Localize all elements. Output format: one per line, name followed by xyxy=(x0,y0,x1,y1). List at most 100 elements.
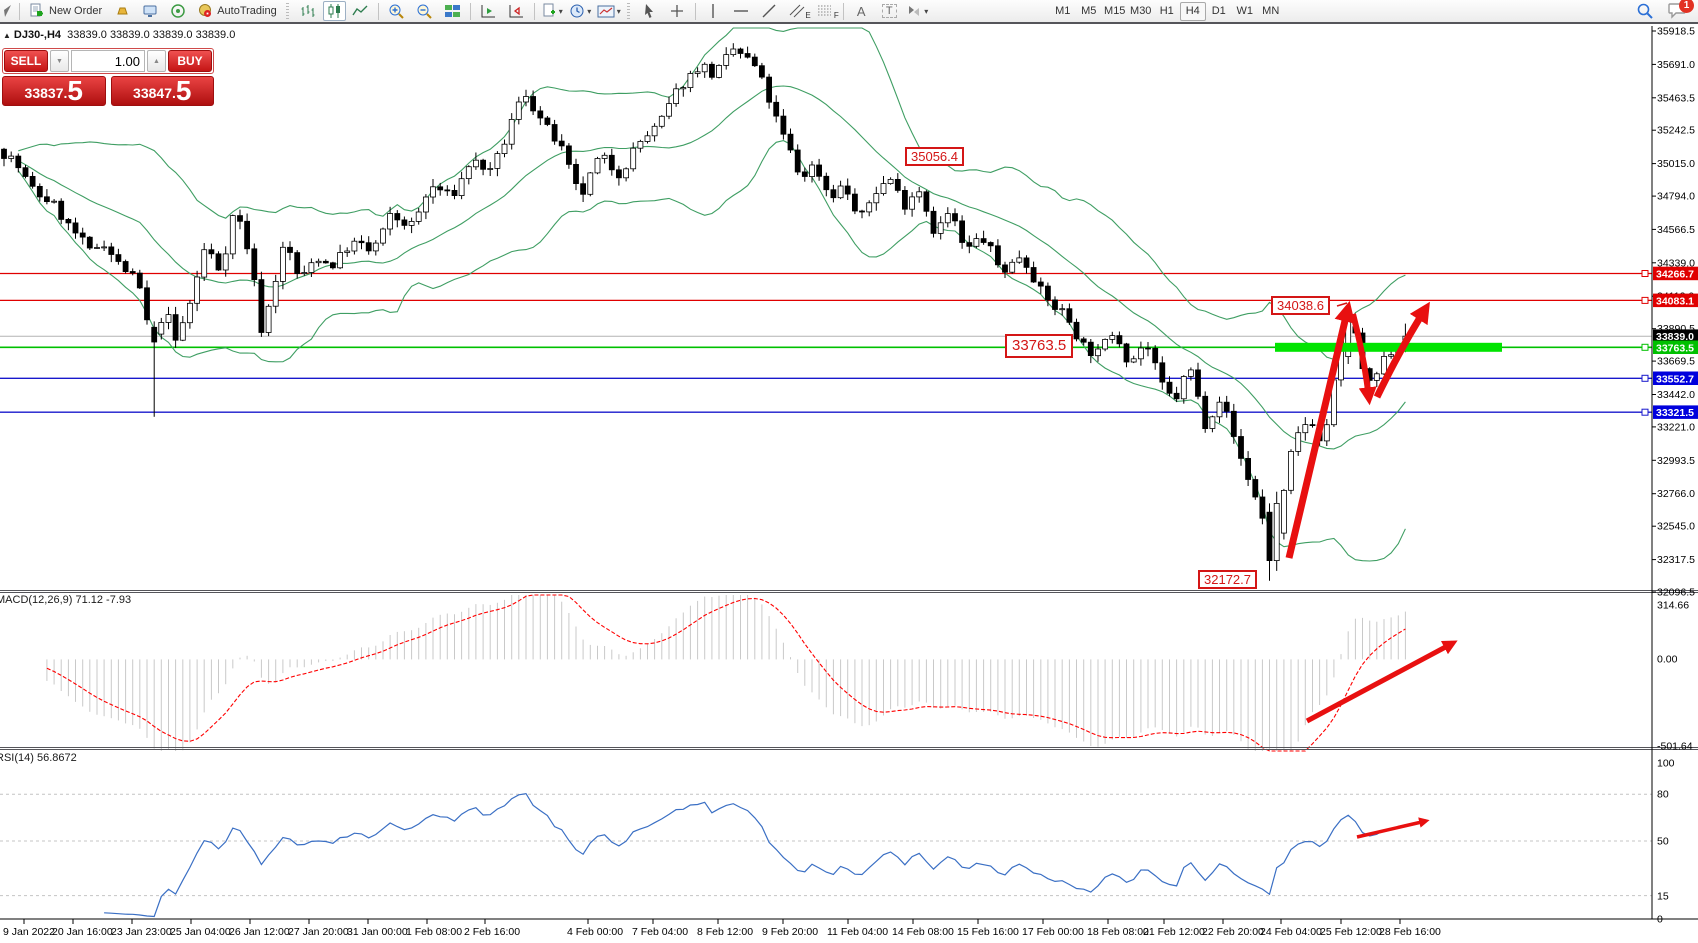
timeframe-h1[interactable]: H1 xyxy=(1159,5,1174,17)
cropped-toolbar-icon[interactable] xyxy=(1,1,15,21)
timeframe-toolbar: M1 M5 M15 M30 H1 H4 D1 W1 MN xyxy=(1050,1,1284,21)
text-tool-button[interactable]: A xyxy=(848,1,875,21)
zoom-out-button[interactable] xyxy=(411,1,438,21)
gold-icon xyxy=(116,7,128,15)
svg-text:50: 50 xyxy=(1657,836,1669,848)
line-chart-button[interactable] xyxy=(347,1,374,21)
candlestick-chart-button[interactable] xyxy=(322,1,346,21)
dropdown-caret-icon: ▾ xyxy=(587,6,592,16)
new-order-icon xyxy=(30,3,43,17)
svg-text:11 Feb 04:00: 11 Feb 04:00 xyxy=(827,926,888,938)
svg-text:25 Jan 04:00: 25 Jan 04:00 xyxy=(170,926,231,938)
svg-text:26 Jan 12:00: 26 Jan 12:00 xyxy=(229,926,290,938)
auto-scroll-button[interactable] xyxy=(503,1,530,21)
sell-price[interactable]: 33837. 5 xyxy=(2,76,106,106)
annotation-crash-low[interactable]: 32172.7 xyxy=(1198,570,1257,589)
sell-button[interactable]: SELL xyxy=(4,50,48,72)
new-chart-button[interactable]: ▾ xyxy=(539,1,566,21)
svg-text:14 Feb 08:00: 14 Feb 08:00 xyxy=(892,926,954,938)
volume-decrease-button[interactable]: ▼ xyxy=(50,50,69,72)
toolbar-right: 1 xyxy=(1631,0,1694,21)
timeframe-d1[interactable]: D1 xyxy=(1211,5,1226,17)
new-chart-icon xyxy=(543,3,555,17)
svg-text:32317.5: 32317.5 xyxy=(1657,554,1695,566)
quote-row: 33837. 5 33847. 5 xyxy=(2,76,214,106)
timeframe-m30[interactable]: M30 xyxy=(1130,5,1152,17)
stepper-up-icon: ▲ xyxy=(153,57,160,65)
channel-tool-button[interactable]: E xyxy=(784,1,811,21)
svg-text:34566.5: 34566.5 xyxy=(1657,224,1695,236)
svg-text:18 Feb 08:00: 18 Feb 08:00 xyxy=(1087,926,1149,938)
timeframe-m1[interactable]: M1 xyxy=(1055,5,1071,17)
vertical-line-icon xyxy=(712,4,714,18)
svg-text:33442.0: 33442.0 xyxy=(1657,389,1695,401)
svg-text:100: 100 xyxy=(1657,758,1675,770)
volume-input[interactable] xyxy=(71,50,145,72)
autotrading-label: AutoTrading xyxy=(217,5,277,17)
period-button[interactable]: ▾ xyxy=(567,1,594,21)
svg-text:8 Feb 12:00: 8 Feb 12:00 xyxy=(697,926,753,938)
dropdown-caret-icon: ▾ xyxy=(616,6,621,16)
bar-chart-button[interactable] xyxy=(295,1,322,21)
svg-text:32766.0: 32766.0 xyxy=(1657,488,1695,500)
timeframe-m5[interactable]: M5 xyxy=(1081,5,1097,17)
signal-icon xyxy=(170,4,185,18)
volume-increase-button[interactable]: ▲ xyxy=(147,50,166,72)
timeframe-w1[interactable]: W1 xyxy=(1236,5,1253,17)
search-button[interactable] xyxy=(1631,1,1658,21)
fibonacci-tool-button[interactable]: F xyxy=(812,1,839,21)
bar-chart-icon xyxy=(301,5,315,17)
annotation-swing-high[interactable]: 35056.4 xyxy=(905,147,964,166)
toolbar-grip[interactable] xyxy=(285,3,291,19)
clock-icon xyxy=(570,4,584,18)
dropdown-caret-icon: ▾ xyxy=(924,6,929,16)
gold-button[interactable] xyxy=(108,1,135,21)
market-watch-button[interactable] xyxy=(136,1,163,21)
cursor-fragment-icon xyxy=(4,5,11,17)
vertical-line-tool-button[interactable] xyxy=(700,1,727,21)
zoom-in-button[interactable] xyxy=(383,1,410,21)
buy-button[interactable]: BUY xyxy=(168,50,212,72)
svg-text:21 Feb 12:00: 21 Feb 12:00 xyxy=(1143,926,1205,938)
notifications-button[interactable]: 1 xyxy=(1668,0,1694,21)
autotrading-button[interactable]: AutoTrading xyxy=(192,1,282,21)
chart-title: ▲ DJ30-,H4 33839.0 33839.0 33839.0 33839.… xyxy=(3,29,235,41)
chart-shift-button[interactable] xyxy=(475,1,502,21)
auto-scroll-icon xyxy=(509,5,523,18)
timeframe-h4[interactable]: H4 xyxy=(1179,1,1206,21)
text-label-tool-button[interactable]: T xyxy=(876,1,903,21)
timeframe-mn[interactable]: MN xyxy=(1262,5,1280,17)
buy-price[interactable]: 33847. 5 xyxy=(110,76,214,106)
svg-text:32545.0: 32545.0 xyxy=(1657,521,1695,533)
svg-text:35918.5: 35918.5 xyxy=(1657,26,1695,38)
svg-text:4 Feb 00:00: 4 Feb 00:00 xyxy=(567,926,623,938)
toolbar-separator xyxy=(19,2,20,20)
trendline-tool-button[interactable] xyxy=(756,1,783,21)
timeframe-m15[interactable]: M15 xyxy=(1104,5,1126,17)
ohlc-readout: 33839.0 33839.0 33839.0 33839.0 xyxy=(67,29,236,41)
crosshair-tool-button[interactable] xyxy=(664,1,691,21)
chart-shift-icon xyxy=(481,5,495,18)
arrows-tool-button[interactable]: ▾ xyxy=(904,1,931,21)
new-order-button[interactable]: New Order xyxy=(24,1,107,21)
template-button[interactable]: ▾ xyxy=(595,1,623,21)
cursor-tool-button[interactable] xyxy=(636,1,663,21)
cursor-icon xyxy=(645,4,654,18)
svg-text:80: 80 xyxy=(1657,789,1669,801)
symbol-period-label: DJ30-,H4 xyxy=(13,29,61,41)
annotation-pivot-level[interactable]: 33763.5 xyxy=(1005,334,1074,358)
svg-text:314.66: 314.66 xyxy=(1657,600,1689,612)
tile-windows-button[interactable] xyxy=(439,1,466,21)
annotation-breakout-level[interactable]: 34038.6 xyxy=(1271,296,1330,315)
notification-badge: 1 xyxy=(1679,0,1694,13)
signal-button[interactable] xyxy=(164,1,191,21)
toolbar-grip[interactable] xyxy=(626,3,632,19)
horizontal-line-tool-button[interactable] xyxy=(728,1,755,21)
channel-e-label: E xyxy=(805,11,811,20)
svg-text:24 Feb 04:00: 24 Feb 04:00 xyxy=(1260,926,1322,938)
svg-text:28 Feb 16:00: 28 Feb 16:00 xyxy=(1379,926,1441,938)
tile-windows-icon xyxy=(444,5,460,17)
object-marker-icon: ▲ xyxy=(3,31,11,40)
